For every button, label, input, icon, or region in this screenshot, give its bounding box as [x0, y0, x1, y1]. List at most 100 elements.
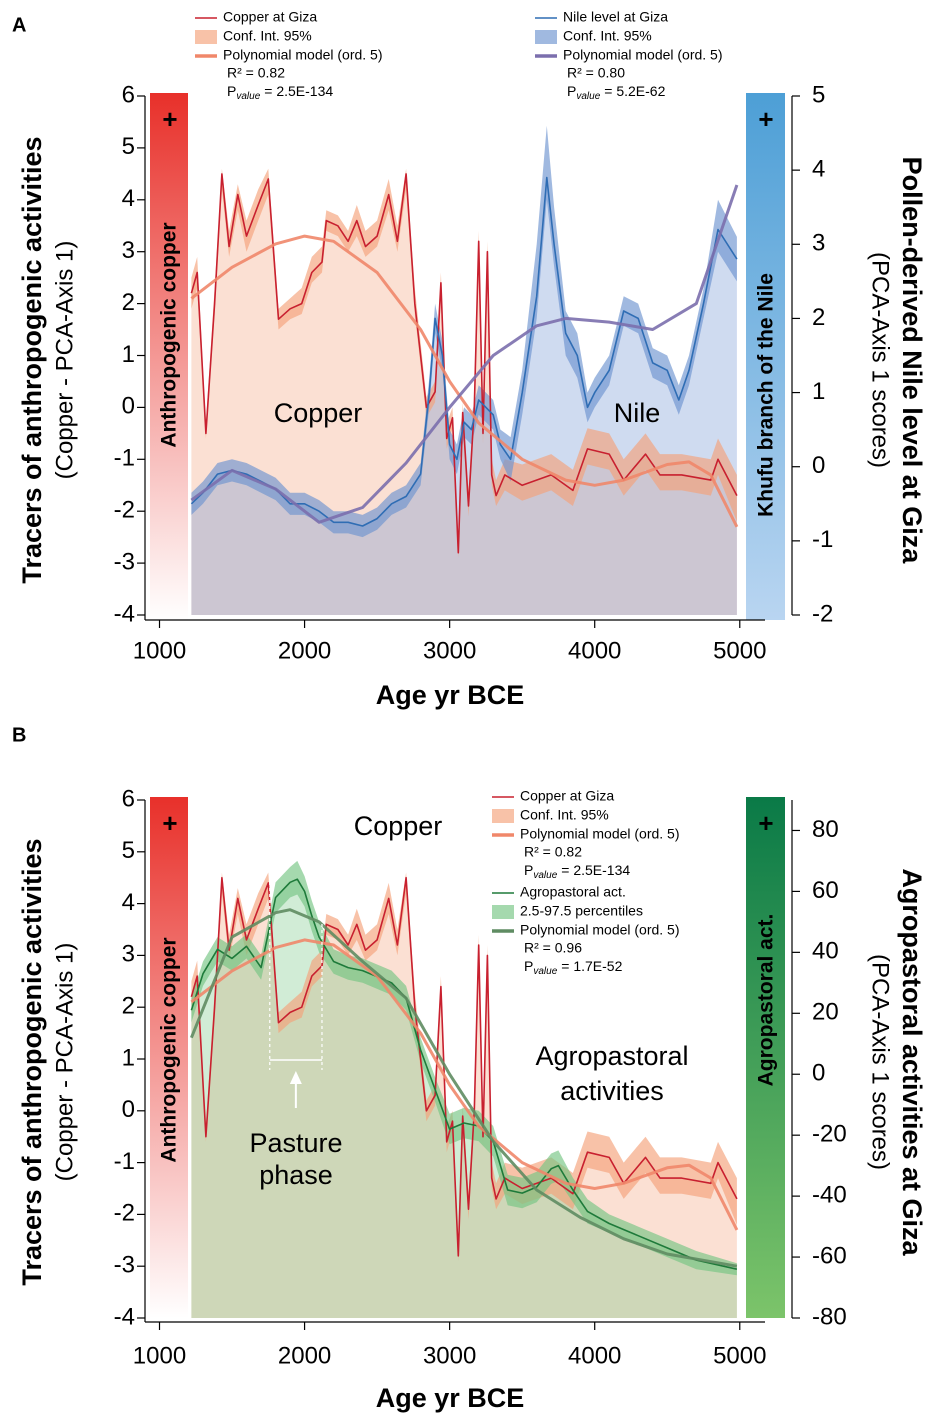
bar-label: Anthropogenic copper: [158, 222, 181, 447]
annotation: Nile: [614, 398, 661, 428]
y2-axis-title: Agropastoral activities at Giza: [897, 868, 927, 1256]
legend-label: Polynomial model (ord. 5): [563, 47, 723, 63]
p-label: P: [227, 83, 236, 99]
y-tick-label: -4: [114, 600, 135, 627]
y-tick-label: -3: [114, 1252, 135, 1279]
legend-label: Nile level at Giza: [563, 9, 668, 25]
y-tick-label: -2: [114, 497, 135, 524]
model-line: [190, 938, 739, 1231]
p-subscript: value: [576, 91, 600, 102]
y-tick-label: 4: [122, 185, 135, 212]
legend-stat: Pvalue = 1.7E-52: [524, 958, 623, 977]
bar-label: Anthropogenic copper: [158, 937, 181, 1162]
left-bar: [150, 797, 188, 1318]
x-tick-label: 1000: [133, 1342, 186, 1369]
annotation: Agropastoral: [535, 1041, 688, 1071]
annotation: Pasture: [249, 1128, 342, 1158]
x-tick-label: 4000: [568, 637, 621, 664]
y2-tick-label: -2: [812, 600, 833, 627]
panel-label: B: [12, 724, 26, 746]
y2-axis-subtitle: (PCA-Axis 1 scores): [867, 954, 894, 1170]
y-tick-label: 3: [122, 237, 135, 264]
y-tick-label: 4: [122, 889, 135, 916]
legend-label: Copper at Giza: [520, 788, 614, 804]
y2-tick-label: 1: [812, 378, 825, 405]
y2-axis-title: Pollen-derived Nile level at Giza: [897, 157, 927, 565]
y2-tick-label: 80: [812, 816, 839, 843]
bar-label: Khufu branch of the Nile: [755, 273, 778, 517]
y-tick-label: 0: [122, 1096, 135, 1123]
y2-tick-label: 2: [812, 304, 825, 331]
right-bar: [746, 797, 785, 1318]
y2-tick-label: 0: [812, 1060, 825, 1087]
annotation: phase: [259, 1160, 333, 1190]
model-line: [190, 908, 738, 1268]
legend-label: Conf. Int. 95%: [563, 28, 652, 44]
left-bar: [150, 93, 188, 620]
y-tick-label: 2: [122, 993, 135, 1020]
y2-tick-label: -80: [812, 1303, 847, 1330]
bar-sign: +: [758, 104, 773, 134]
x-tick-label: 1000: [133, 637, 186, 664]
y-tick-label: -4: [114, 1303, 135, 1330]
y-axis-subtitle: (Copper - PCA-Axis 1): [51, 943, 78, 1182]
area: [191, 879, 737, 1318]
panel-label: A: [12, 14, 26, 36]
legend-stat: Pvalue = 5.2E-62: [567, 83, 666, 102]
y-tick-label: 5: [122, 133, 135, 160]
legend-stat: R² = 0.82: [227, 65, 285, 81]
series-line: [190, 173, 738, 554]
legend-stat: R² = 0.82: [524, 844, 582, 860]
bar-sign: +: [162, 104, 177, 134]
bar-sign: +: [162, 808, 177, 838]
y-tick-label: -3: [114, 548, 135, 575]
y-tick-label: -1: [114, 445, 135, 472]
bar-sign: +: [758, 808, 773, 838]
p-label: P: [524, 958, 533, 974]
y-tick-label: 0: [122, 393, 135, 420]
y-tick-label: 1: [122, 1044, 135, 1071]
legend-label: Agropastoral act.: [520, 884, 626, 900]
y2-tick-label: 60: [812, 877, 839, 904]
y-axis-title: Tracers of anthropogenic activities: [17, 838, 47, 1285]
annotation: activities: [560, 1076, 664, 1106]
legend-stat: R² = 0.96: [524, 940, 582, 956]
p-value: = 2.5E-134: [561, 862, 630, 878]
legend-stat: R² = 0.80: [567, 65, 625, 81]
x-tick-label: 5000: [713, 637, 766, 664]
confidence-band: [191, 872, 737, 1261]
y-tick-label: 6: [122, 81, 135, 108]
p-value: = 1.7E-52: [561, 958, 622, 974]
p-label: P: [524, 862, 533, 878]
legend-stat: Pvalue = 2.5E-134: [227, 83, 333, 102]
model-line: [190, 184, 739, 524]
y-axis-subtitle: (Copper - PCA-Axis 1): [51, 241, 78, 480]
x-tick-label: 4000: [568, 1342, 621, 1369]
legend-stat: Pvalue = 2.5E-134: [524, 862, 630, 881]
legend-swatch: [195, 30, 217, 44]
p-subscript: value: [533, 870, 557, 881]
y2-tick-label: 20: [812, 999, 839, 1026]
y2-tick-label: -40: [812, 1181, 847, 1208]
area: [191, 877, 737, 1318]
p-value: = 5.2E-62: [604, 83, 665, 99]
y-tick-label: 3: [122, 941, 135, 968]
p-subscript: value: [533, 966, 557, 977]
x-tick-label: 3000: [423, 637, 476, 664]
y2-tick-label: 40: [812, 938, 839, 965]
p-label: P: [567, 83, 576, 99]
legend-label: 2.5-97.5 percentiles: [520, 903, 643, 919]
right-bar: [746, 93, 785, 620]
y-tick-label: -2: [114, 1200, 135, 1227]
y-tick-label: 1: [122, 341, 135, 368]
y-axis-title: Tracers of anthropogenic activities: [17, 136, 47, 583]
legend-swatch: [535, 30, 557, 44]
legend-label: Polynomial model (ord. 5): [223, 47, 383, 63]
y2-tick-label: -60: [812, 1242, 847, 1269]
arrow-head: [289, 1071, 302, 1084]
confidence-band: [191, 168, 737, 558]
p-subscript: value: [236, 91, 260, 102]
y-tick-label: -1: [114, 1148, 135, 1175]
p-value: = 2.5E-134: [264, 83, 333, 99]
